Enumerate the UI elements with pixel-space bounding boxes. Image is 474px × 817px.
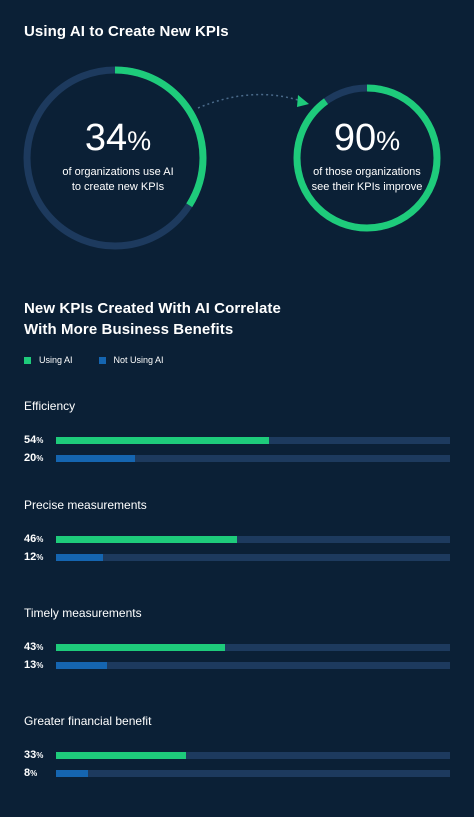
bar-not-using-ai [56,770,88,777]
bar-not-using-ai [56,554,104,561]
stat2-number: 90 [333,117,377,159]
bar-using-ai [56,437,269,444]
bar-track [56,437,450,444]
stat2-text: 90% of those organizations see their KPI… [296,118,438,195]
legend-label-using-ai: Using AI [39,355,73,365]
stat2-desc-line1: of those organizations [313,166,421,178]
ring1-progress-arc [23,66,207,250]
bar-track [56,662,450,669]
data-label: 54% [24,434,44,446]
data-label: 46% [24,533,44,545]
data-label: 33% [24,749,44,761]
stat1-text: 34% of organizations use AI to create ne… [30,118,206,195]
bar-track [56,455,450,462]
arrowhead-icon [297,95,309,107]
bar-row-using-ai: 54% [24,434,450,446]
data-label: 12% [24,551,44,563]
legend-swatch-using-ai [24,356,31,364]
chart-title-line2: With More Business Benefits [24,321,234,338]
bar-track [56,644,450,651]
category-label: Timely measurements [24,606,142,620]
bar-using-ai [56,644,226,651]
bar-row-using-ai: 46% [24,533,450,545]
bar-row-not-using-ai: 13% [24,659,450,671]
bar-row-not-using-ai: 8% [24,767,450,779]
bar-row-not-using-ai: 20% [24,452,450,464]
bar-using-ai [56,752,187,759]
bar-row-using-ai: 33% [24,749,450,761]
bar-track [56,536,450,543]
stat2-desc-line2: see their KPIs improve [311,181,423,193]
connector-dotted-arrow [197,93,299,109]
chart-legend: Using AI Not Using AI [24,355,190,365]
data-label: 8% [24,767,38,779]
stat1-desc-line1: of organizations use AI [62,166,174,178]
data-label: 20% [24,452,44,464]
bar-not-using-ai [56,455,135,462]
bar-track [56,752,450,759]
data-label: 43% [24,641,44,653]
bar-track [56,554,450,561]
legend-label-not-using-ai: Not Using AI [113,355,164,365]
category-label: Greater financial benefit [24,714,152,728]
bar-row-using-ai: 43% [24,641,450,653]
stat2-value: 90% [296,118,438,161]
legend-swatch-not-using-ai [98,356,106,364]
category-label: Efficiency [24,399,76,413]
legend-item-using-ai: Using AI [24,355,73,365]
stat-rings [23,66,441,250]
chart-title-line1: New KPIs Created With AI Correlate [24,300,281,317]
bar-group-efficiency: Efficiency 54% 20% [24,398,450,464]
category-label: Precise measurements [24,498,147,512]
data-label: 13% [24,659,44,671]
section-title-kpis: Using AI to Create New KPIs [24,23,229,40]
legend-item-not-using-ai: Not Using AI [98,355,164,365]
stat1-value: 34% [30,118,206,161]
bar-row-not-using-ai: 12% [24,551,450,563]
stat1-percent-sign: % [127,126,152,156]
bar-group-precise-measurements: Precise measurements 46% 12% [24,497,450,563]
chart-title: New KPIs Created With AI Correlate With … [24,298,324,340]
stat1-desc-line2: to create new KPIs [71,181,165,193]
stat2-percent-sign: % [376,126,401,156]
bar-track [56,770,450,777]
stat1-number: 34 [84,117,128,159]
bar-not-using-ai [56,662,108,669]
bar-using-ai [56,536,238,543]
bar-group-greater-financial-benefit: Greater financial benefit 33% 8% [24,713,450,779]
bar-group-timely-measurements: Timely measurements 43% 13% [24,605,450,671]
ring2-progress-arc [293,84,441,232]
